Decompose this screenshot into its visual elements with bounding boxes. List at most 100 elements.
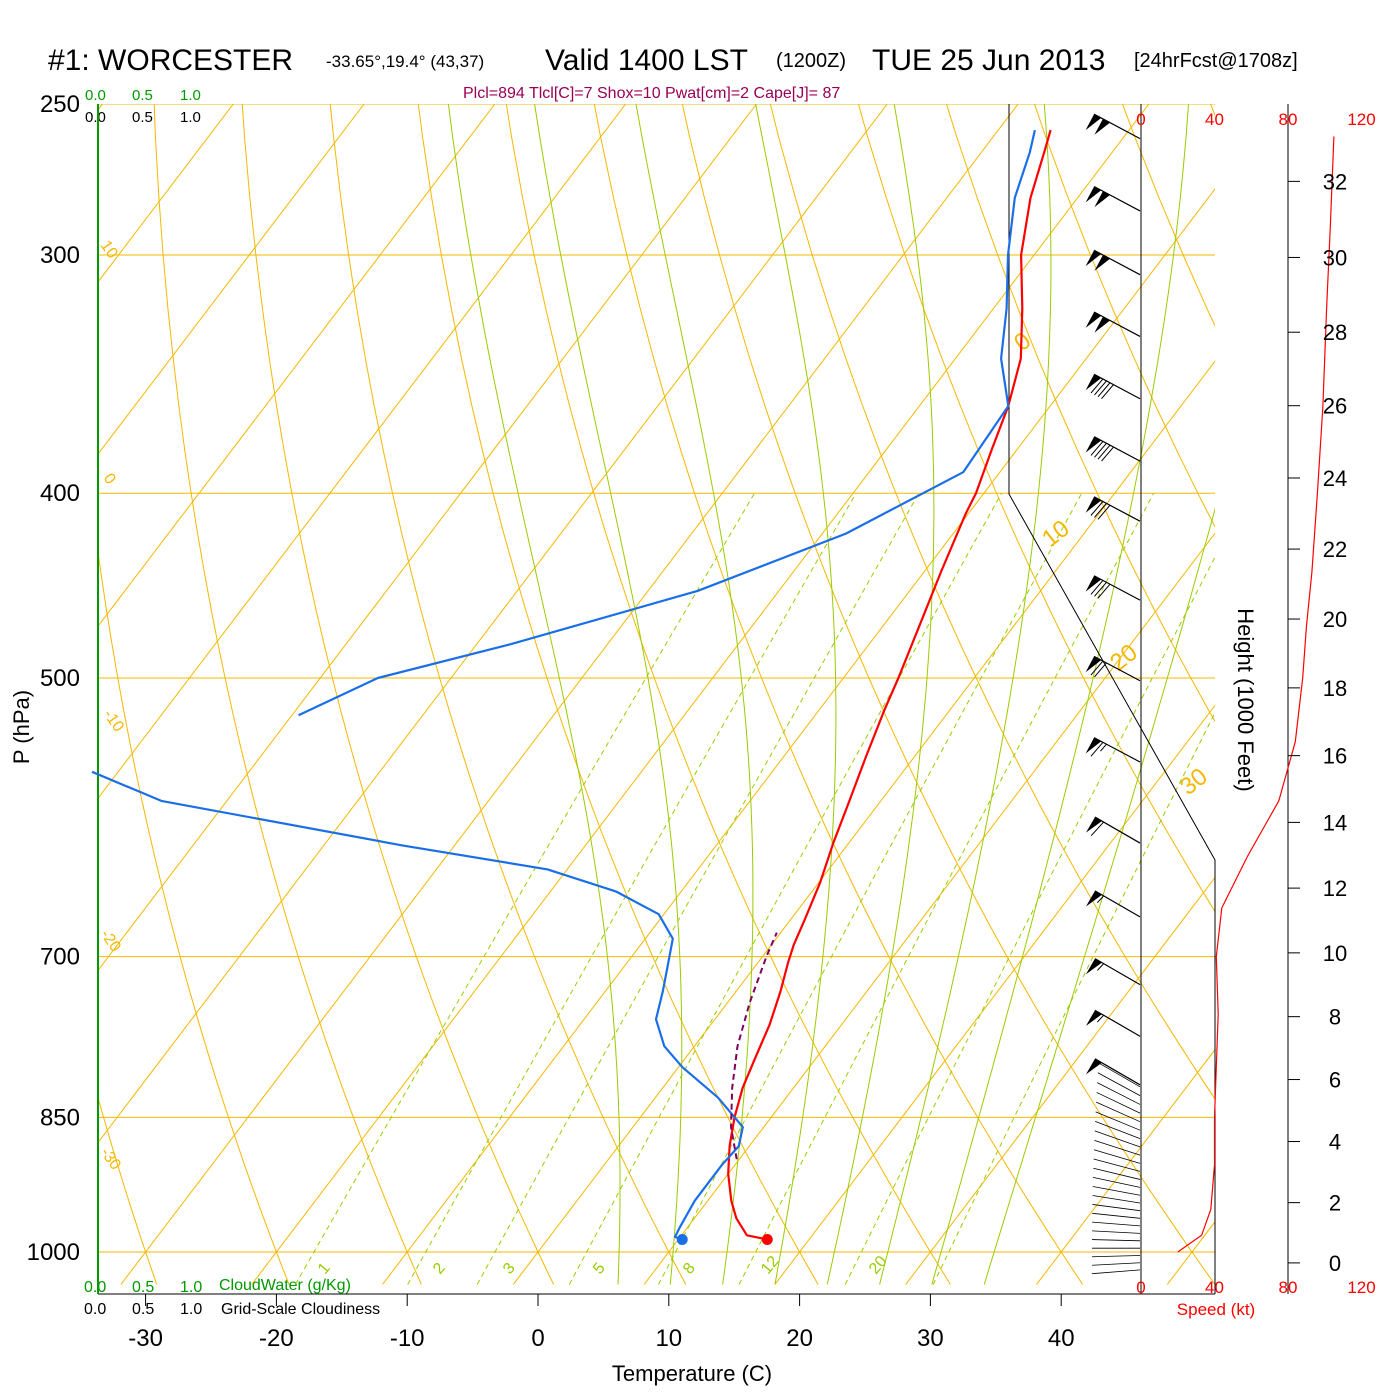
- isotherm-label: 10: [1037, 515, 1075, 553]
- dry-adiabat: [505, 104, 951, 1285]
- isotherm: [643, 532, 1215, 1285]
- height-tick-label: 18: [1323, 676, 1347, 701]
- low-level-barb: [1094, 1130, 1141, 1148]
- moist-adiabat: [447, 104, 621, 1285]
- plot-frame: [97, 104, 1216, 1295]
- low-level-barb: [1092, 1221, 1141, 1227]
- height-label: Height (1000 Feet): [1233, 608, 1258, 791]
- low-level-barb: [1092, 1255, 1141, 1258]
- height-tick-label: 8: [1329, 1005, 1341, 1030]
- isotherm: [1298, 104, 1400, 1284]
- low-level-barb: [1092, 1230, 1141, 1234]
- height-tick-label: 22: [1323, 537, 1347, 562]
- utc-time: (1200Z): [776, 50, 846, 72]
- wind-barb: [1085, 311, 1141, 337]
- surface-temperature-marker: [761, 1233, 773, 1245]
- speed-tick-top: 80: [1279, 110, 1298, 129]
- mixing-ratio-label: 5: [590, 1260, 609, 1278]
- speed-profile-line: [1177, 136, 1335, 1253]
- station-title: #1: WORCESTER: [48, 44, 293, 77]
- low-level-barb: [1095, 1101, 1141, 1123]
- cloud-tick: 1.0: [180, 1301, 202, 1318]
- mixing-ratio-line: [476, 492, 920, 1285]
- isotherm: [98, 104, 234, 283]
- isotherm: [1036, 1048, 1215, 1285]
- isotherm: [774, 704, 1215, 1285]
- low-level-barb: [1093, 1167, 1141, 1180]
- height-tick-label: 12: [1323, 876, 1347, 901]
- pressure-tick-label: 300: [40, 242, 80, 269]
- dewpoint-line: [91, 770, 744, 1241]
- dry-adiabat: [1371, 70, 1400, 1284]
- temperature-tick-label: 40: [1048, 1325, 1075, 1352]
- mixing-ratio-label: 8: [680, 1260, 699, 1278]
- moist-adiabat: [755, 104, 837, 1285]
- low-level-barb: [1092, 1239, 1141, 1242]
- isotherm: [905, 876, 1215, 1285]
- cloud-tick: 0.0: [84, 1279, 106, 1296]
- temperature-tick-label: -10: [390, 1325, 425, 1352]
- temperature-tick-label: 30: [917, 1325, 944, 1352]
- low-level-barb: [1098, 1062, 1141, 1088]
- low-level-barb: [1094, 1139, 1141, 1156]
- cloud-scale-top: 0.0 0.5 1.0 0.0 0.5 1.0: [85, 87, 201, 126]
- valid-date: TUE 25 Jun 2013: [872, 44, 1105, 77]
- moist-adiabat: [931, 104, 1190, 1285]
- cloud-tick: 0.5: [132, 87, 153, 104]
- dry-adiabat: [98, 1095, 158, 1285]
- pressure-tick-label: 1000: [27, 1239, 80, 1266]
- dry-adiabat: [0, 70, 25, 1284]
- height-tick-label: 4: [1329, 1130, 1341, 1155]
- isotherm: [120, 104, 1019, 1285]
- low-level-barb: [1093, 1158, 1141, 1172]
- cloud-tick: 0.0: [85, 87, 106, 104]
- mixing-ratio-label: 12: [758, 1253, 783, 1278]
- mixing-ratio-line: [407, 492, 857, 1285]
- speed-tick-top: 40: [1205, 110, 1224, 129]
- cloud-tick: 0.0: [84, 1301, 106, 1318]
- height-tick-label: 26: [1323, 394, 1347, 419]
- low-level-barb: [1096, 1092, 1141, 1114]
- pressure-axis: 250 300 400 500 700 850 1000: [27, 91, 80, 1266]
- thermo-grid: [0, 70, 1400, 1285]
- pressure-tick-label: 400: [40, 480, 80, 507]
- speed-tick-bottom: 80: [1279, 1278, 1298, 1297]
- y-axis-label: P (hPa): [9, 690, 34, 764]
- moist-adiabat: [534, 104, 683, 1285]
- cloudiness-label: Grid-Scale Cloudiness: [221, 1301, 380, 1318]
- wind-barb: [1085, 655, 1141, 682]
- height-tick-label: 10: [1323, 941, 1347, 966]
- dry-adiabat-label: -20: [97, 927, 124, 956]
- low-level-barb: [1092, 1186, 1141, 1196]
- wind-barb: [1085, 1009, 1141, 1037]
- dry-adiabat: [241, 104, 555, 1285]
- height-tick-label: 28: [1323, 320, 1347, 345]
- temperature-line: [727, 129, 1052, 1241]
- temperature-tick-label: 0: [531, 1325, 544, 1352]
- low-level-barb: [1092, 1269, 1141, 1275]
- isotherm: [98, 104, 496, 628]
- moist-adiabat: [879, 104, 1052, 1285]
- surface-dewpoint-marker: [676, 1233, 688, 1245]
- dry-adiabat-label: 10: [97, 238, 121, 262]
- isotherm: [382, 188, 1215, 1285]
- moist-adiabat: [635, 104, 754, 1285]
- height-tick-label: 30: [1323, 245, 1347, 270]
- low-level-barb: [1095, 1121, 1141, 1139]
- isotherm: [98, 104, 365, 455]
- height-tick-label: 20: [1323, 607, 1347, 632]
- isotherm: [98, 104, 888, 1144]
- wind-barb: [1085, 890, 1141, 918]
- wind-barb: [1085, 185, 1141, 212]
- dry-adiabat-label: 0: [100, 471, 119, 488]
- moist-adiabat: [826, 104, 935, 1285]
- temperature-tick-label: 20: [786, 1325, 813, 1352]
- mixing-ratio-line: [738, 492, 1155, 1285]
- dry-adiabat: [857, 104, 1215, 913]
- speed-tick-top: 0: [1136, 110, 1145, 129]
- dry-adiabat: [769, 104, 1215, 1100]
- cloud-tick: 0.5: [132, 109, 153, 126]
- height-tick-label: 14: [1323, 810, 1347, 835]
- cloudwater-label: CloudWater (g/Kg): [219, 1277, 351, 1294]
